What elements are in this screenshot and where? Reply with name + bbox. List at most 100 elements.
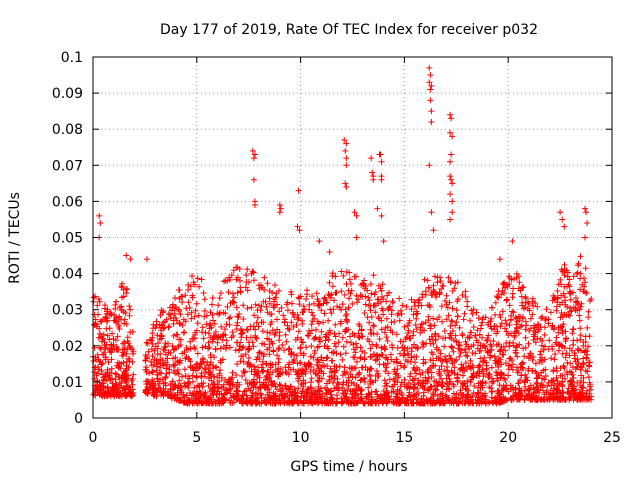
data-point: [374, 331, 381, 338]
data-point: [127, 329, 134, 336]
data-point: [288, 300, 295, 307]
data-point: [94, 370, 101, 377]
data-point: [442, 297, 449, 304]
data-point: [462, 352, 469, 359]
data-point: [297, 344, 304, 351]
data-point: [370, 323, 377, 330]
data-point: [496, 311, 503, 318]
data-point: [334, 303, 341, 310]
data-point: [145, 387, 152, 394]
data-point: [308, 309, 315, 316]
data-point: [411, 341, 418, 348]
data-point: [218, 323, 225, 330]
data-point: [121, 316, 128, 323]
data-point: [192, 307, 199, 314]
data-point: [299, 309, 306, 316]
data-point: [205, 339, 212, 346]
data-point: [382, 361, 389, 368]
data-point: [584, 324, 591, 331]
data-point: [176, 377, 183, 384]
data-point: [494, 294, 501, 301]
data-point: [203, 321, 210, 328]
data-point: [177, 342, 184, 349]
data-point: [509, 308, 516, 315]
data-point: [373, 367, 380, 374]
data-point: [123, 321, 130, 328]
data-point: [109, 380, 116, 387]
data-point: [310, 300, 317, 307]
data-point: [515, 380, 522, 387]
data-point: [365, 294, 372, 301]
data-point: [116, 392, 123, 399]
data-point: [417, 329, 424, 336]
data-point: [276, 397, 283, 404]
data-point: [361, 378, 368, 385]
data-point: [531, 389, 538, 396]
data-point: [113, 388, 120, 395]
data-point: [118, 375, 125, 382]
data-point: [574, 396, 581, 403]
data-point: [230, 399, 237, 406]
data-point: [538, 357, 545, 364]
data-point: [493, 330, 500, 337]
data-point: [345, 400, 352, 407]
data-point: [537, 351, 544, 358]
data-point: [487, 354, 494, 361]
data-point: [417, 371, 424, 378]
data-point: [145, 348, 152, 355]
data-point: [300, 308, 307, 315]
data-point: [424, 398, 431, 405]
data-point: [117, 365, 124, 372]
data-point: [378, 317, 385, 324]
data-point: [362, 301, 369, 308]
data-point: [429, 362, 436, 369]
data-point: [264, 280, 271, 287]
data-point: [103, 325, 110, 332]
data-point: [233, 383, 240, 390]
data-point: [153, 393, 160, 400]
data-point: [202, 343, 209, 350]
data-point: [582, 234, 589, 241]
data-point: [450, 348, 457, 355]
data-point: [399, 302, 406, 309]
data-point: [102, 356, 109, 363]
data-point: [252, 301, 259, 308]
data-point: [353, 358, 360, 365]
data-point: [116, 384, 123, 391]
data-point: [286, 345, 293, 352]
data-point: [377, 151, 384, 158]
data-point: [421, 276, 428, 283]
data-point: [243, 334, 250, 341]
data-point: [269, 396, 276, 403]
data-point: [202, 329, 209, 336]
data-point: [234, 379, 241, 386]
data-point: [305, 360, 312, 367]
data-point: [448, 399, 455, 406]
data-point: [513, 321, 520, 328]
data-point: [444, 380, 451, 387]
data-point: [343, 316, 350, 323]
data-point: [94, 302, 101, 309]
data-point: [521, 387, 528, 394]
data-point: [129, 350, 136, 357]
data-point: [116, 304, 123, 311]
data-point: [443, 393, 450, 400]
data-point: [240, 358, 247, 365]
data-point: [164, 392, 171, 399]
data-point: [576, 317, 583, 324]
data-point: [560, 321, 567, 328]
data-point: [357, 344, 364, 351]
data-point: [384, 323, 391, 330]
data-point: [341, 137, 348, 144]
data-point: [442, 335, 449, 342]
data-point: [210, 317, 217, 324]
data-point: [362, 293, 369, 300]
data-point: [375, 296, 382, 303]
y-tick-label: 0.06: [52, 194, 83, 210]
data-point: [229, 381, 236, 388]
data-point: [234, 387, 241, 394]
data-point: [459, 291, 466, 298]
data-point: [449, 287, 456, 294]
data-point: [430, 282, 437, 289]
data-point: [582, 279, 589, 286]
